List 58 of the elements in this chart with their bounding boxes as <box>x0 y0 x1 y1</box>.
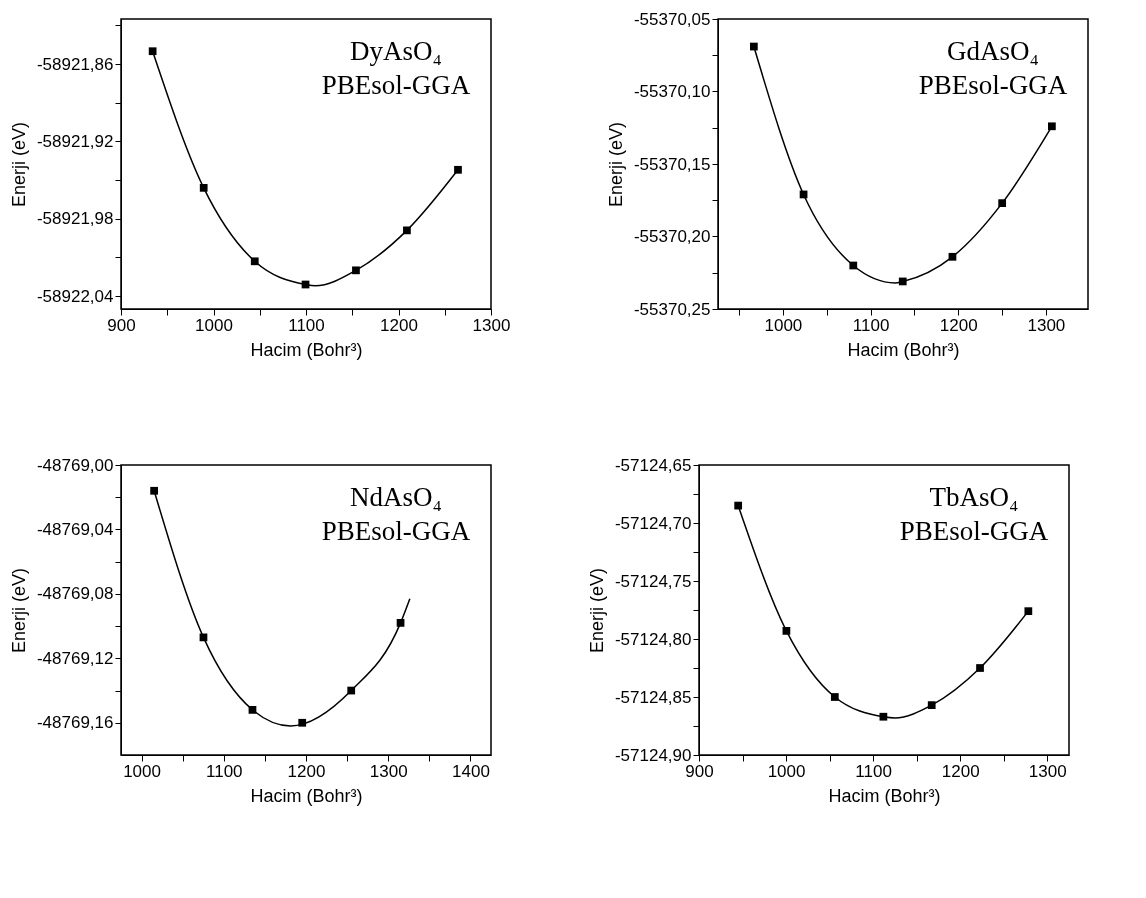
y-tick-label: -58921,86 <box>36 54 114 74</box>
y-tick-label: -55370,05 <box>633 9 711 29</box>
annotation: PBEsol-GGA <box>899 516 1049 546</box>
y-tick-label: -48769,04 <box>36 519 114 539</box>
x-tick-label: 900 <box>107 315 136 335</box>
x-axis-title: Hacim (Bohr³) <box>847 339 960 360</box>
y-tick-label: -55370,10 <box>633 82 711 101</box>
y-tick-label: -48769,12 <box>36 648 114 668</box>
annotation: PBEsol-GGA <box>321 516 471 546</box>
x-tick-label: 1100 <box>852 315 890 335</box>
x-tick-label: 1200 <box>380 315 418 335</box>
x-tick-label: 1300 <box>369 761 408 781</box>
x-tick-label: 1300 <box>1028 761 1067 781</box>
y-tick-label: -57124,65 <box>614 455 692 475</box>
x-axis-title: Hacim (Bohr³) <box>828 785 941 806</box>
y-tick-label: -57124,85 <box>614 687 692 707</box>
y-axis-title: Enerji (eV) <box>586 567 607 654</box>
point <box>150 486 159 495</box>
y-tick-label: -55370,25 <box>633 299 711 319</box>
point <box>454 165 462 174</box>
x-tick-label: 1200 <box>287 761 326 781</box>
y-tick-label: -57124,80 <box>614 629 692 649</box>
y-tick-label: -58921,92 <box>36 131 114 151</box>
x-tick-label: 1100 <box>288 315 325 335</box>
y-tick-label: -48769,08 <box>36 584 114 604</box>
y-axis-title: Enerji (eV) <box>8 121 29 208</box>
x-tick-label: 1000 <box>767 761 806 781</box>
x-tick-label: 1200 <box>939 315 978 335</box>
x-tick-label: 1300 <box>1027 315 1066 335</box>
y-tick-label: -55370,20 <box>633 227 711 246</box>
x-tick-label: 1300 <box>472 315 511 335</box>
annotation: GdAsO₄ <box>947 36 1039 66</box>
y-axis-title: Enerji (eV) <box>8 567 29 654</box>
point <box>1048 122 1056 131</box>
x-tick-label: 1000 <box>195 315 233 335</box>
y-tick-label: -55370,15 <box>633 154 711 174</box>
y-axis-title: Enerji (eV) <box>605 121 626 208</box>
x-axis-title: Hacim (Bohr³) <box>250 785 363 806</box>
x-axis-title: Hacim (Bohr³) <box>250 339 363 360</box>
y-tick-label: -58922,04 <box>36 286 114 306</box>
annotation: PBEsol-GGA <box>321 70 471 100</box>
annotation: DyAsO₄ <box>350 36 442 66</box>
point <box>1024 607 1033 616</box>
annotation: PBEsol-GGA <box>918 70 1068 100</box>
x-tick-label: 1200 <box>941 761 980 781</box>
x-tick-label: 1100 <box>855 761 892 781</box>
x-tick-label: 1400 <box>452 761 490 781</box>
annotation: NdAsO₄ <box>350 482 442 512</box>
y-tick-label: -58921,98 <box>36 209 114 229</box>
y-tick-label: -57124,75 <box>614 571 692 591</box>
x-tick-label: 1100 <box>206 761 243 781</box>
y-tick-label: -48769,00 <box>36 455 114 475</box>
point <box>148 47 157 56</box>
x-tick-label: 1000 <box>123 761 161 781</box>
x-tick-label: 1000 <box>764 315 803 335</box>
y-tick-label: -48769,16 <box>36 713 114 733</box>
annotation: TbAsO₄ <box>929 482 1019 512</box>
y-tick-label: -57124,70 <box>614 513 692 533</box>
